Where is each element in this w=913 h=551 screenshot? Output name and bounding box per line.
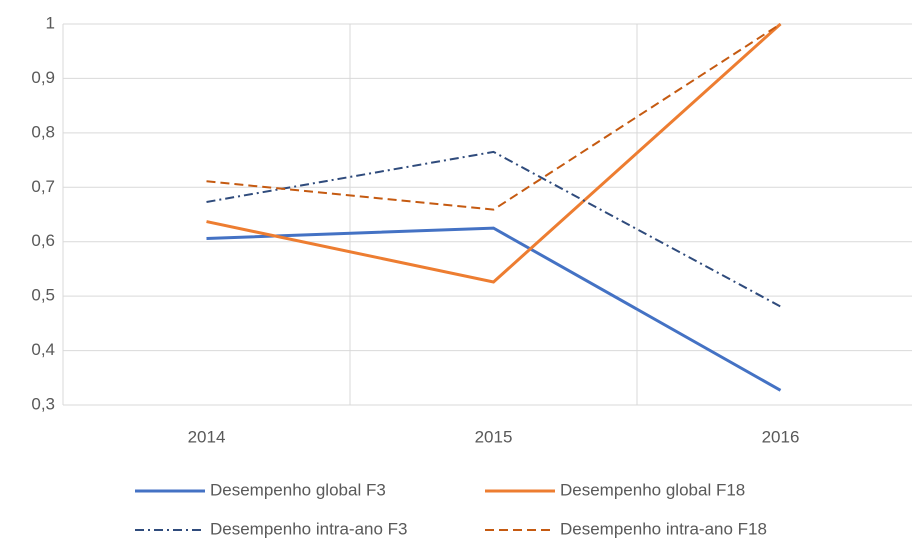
y-tick-label: 0,6 [31,231,55,250]
legend-label: Desempenho intra-ano F3 [210,519,408,538]
y-tick-label: 0,9 [31,68,55,87]
y-tick-label: 0,4 [31,340,55,359]
y-tick-label: 1 [46,13,55,32]
legend-label: Desempenho global F3 [210,480,386,499]
y-tick-label: 0,5 [31,286,55,305]
x-tick-label: 2014 [188,427,226,446]
legend-label: Desempenho global F18 [560,480,745,499]
series-line [206,23,782,211]
y-tick-label: 0,7 [31,177,55,196]
series-line [206,22,782,284]
legend-label: Desempenho intra-ano F18 [560,519,767,538]
x-tick-label: 2016 [762,427,800,446]
series-line [206,226,782,392]
series-line [206,150,781,308]
y-tick-label: 0,3 [31,394,55,413]
x-tick-label: 2015 [475,427,513,446]
y-tick-label: 0,8 [31,122,55,141]
